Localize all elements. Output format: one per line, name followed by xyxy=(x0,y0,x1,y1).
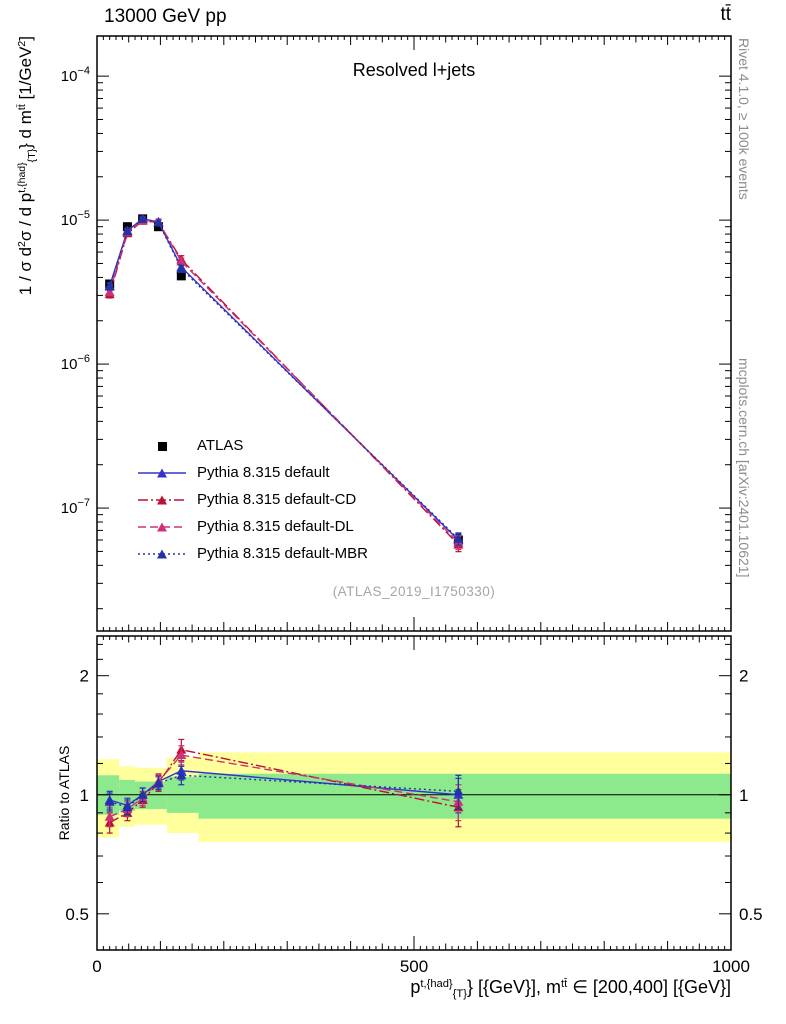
legend-item-pythia-default-cd: Pythia 8.315 default-CD xyxy=(136,486,368,513)
xlabel-part: tt̄ xyxy=(561,978,568,990)
svg-text:2: 2 xyxy=(80,667,89,686)
svg-text:10−4: 10−4 xyxy=(61,65,90,85)
svg-text:0.5: 0.5 xyxy=(65,905,89,924)
svg-text:2: 2 xyxy=(739,667,748,686)
svg-text:10−6: 10−6 xyxy=(61,353,90,373)
beam-energy-title: 13000 GeV pp xyxy=(104,6,227,27)
svg-text:10−7: 10−7 xyxy=(61,497,90,517)
axis-ticks xyxy=(96,36,732,950)
legend-item-pythia-default-mbr: Pythia 8.315 default-MBR xyxy=(136,540,368,567)
legend-item-pythia-default: Pythia 8.315 default xyxy=(136,459,368,486)
legend-label: Pythia 8.315 default-MBR xyxy=(197,545,368,562)
ylabel-part: σ / d p xyxy=(16,192,35,242)
svg-text:0.5: 0.5 xyxy=(739,905,763,924)
rivet-version-note: Rivet 4.1.0, ≥ 100k events xyxy=(736,38,752,200)
svg-text:1: 1 xyxy=(739,786,748,805)
solid-line-triangle-marker-icon xyxy=(138,468,186,477)
svg-text:10−5: 10−5 xyxy=(61,209,90,229)
svg-text:0: 0 xyxy=(92,957,101,976)
ylabel-part: 1 / σ d xyxy=(16,246,35,296)
xlabel-part: ∈ [200,400] [{GeV}] xyxy=(567,977,731,997)
xlabel-part: p xyxy=(410,977,421,997)
svg-text:1000: 1000 xyxy=(712,957,750,976)
main-y-axis-label: 1 / σ d2σ / d pt,{had}{T}} d mtt̄ [1/GeV… xyxy=(16,36,38,631)
analysis-reference: (ATLAS_2019_I1750330) xyxy=(332,584,496,599)
axis-tick-labels: 10−4 10−5 10−6 10−7 2 2 1 1 0.5 0.5 0 500 1000 xyxy=(61,65,763,976)
dashdot-line-triangle-marker-icon xyxy=(138,495,186,504)
ratio-y-axis-label: Ratio to ATLAS xyxy=(56,745,72,841)
dashed-line-triangle-marker-icon xyxy=(138,522,186,531)
svg-text:500: 500 xyxy=(400,957,428,976)
ylabel-part: } d m xyxy=(16,110,35,149)
ylabel-part: 2 xyxy=(16,241,28,247)
ylabel-part: 2 xyxy=(16,40,28,47)
process-title: tt̄ xyxy=(720,4,731,25)
legend-label: Pythia 8.315 default xyxy=(197,464,330,481)
xlabel-part: {T} xyxy=(452,988,467,1000)
xlabel-part: } [{GeV}], m xyxy=(466,977,561,997)
legend-label: Pythia 8.315 default-DL xyxy=(197,518,354,535)
legend: ATLAS Pythia 8.315 default Pythia 8.315 … xyxy=(136,432,368,567)
x-axis-label: pt,{had}{T}} [{GeV}], mtt̄ ∈ [200,400] [… xyxy=(97,977,731,1000)
legend-item-pythia-default-dl: Pythia 8.315 default-DL xyxy=(136,513,368,540)
series-3 xyxy=(104,213,464,816)
ylabel-part: [1/GeV xyxy=(16,46,35,105)
plot-title: Resolved l+jets xyxy=(352,60,476,80)
svg-text:1: 1 xyxy=(80,786,89,805)
ylabel-part: {T} xyxy=(26,148,38,163)
atlas-square-marker-icon xyxy=(158,441,167,451)
ylabel-part: tt̄ xyxy=(16,104,28,111)
dotted-line-triangle-marker-icon xyxy=(138,549,186,558)
atlas-uncertainty-bands xyxy=(97,752,731,842)
legend-item-atlas: ATLAS xyxy=(136,432,368,459)
legend-label: ATLAS xyxy=(197,437,244,454)
xlabel-part: t,{had} xyxy=(420,978,453,990)
ylabel-part: ] xyxy=(16,36,35,41)
mcplots-reference: mcplots.cern.ch [arXiv:2401.10621] xyxy=(736,358,752,578)
legend-label: Pythia 8.315 default-CD xyxy=(197,491,357,508)
ylabel-part: t,{had} xyxy=(16,162,28,193)
